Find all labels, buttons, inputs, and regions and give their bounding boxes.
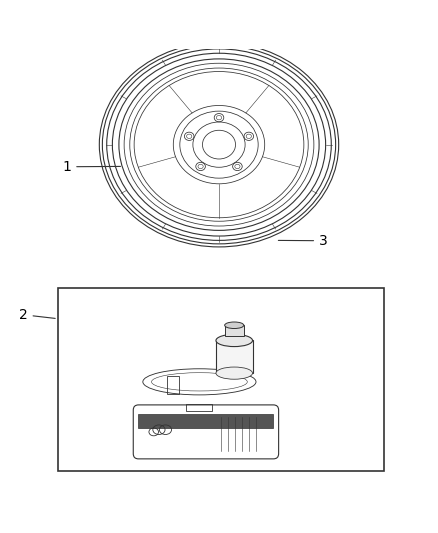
Bar (58, 288, 385, 471)
Bar (186, 403, 212, 411)
Ellipse shape (216, 334, 253, 346)
Bar (138, 415, 273, 427)
Ellipse shape (216, 367, 253, 379)
Bar (225, 325, 244, 336)
Text: 2: 2 (19, 308, 55, 322)
Text: 3: 3 (279, 234, 328, 248)
Bar (216, 341, 253, 373)
Text: 1: 1 (62, 160, 120, 174)
Ellipse shape (225, 322, 244, 328)
Bar (167, 376, 179, 393)
